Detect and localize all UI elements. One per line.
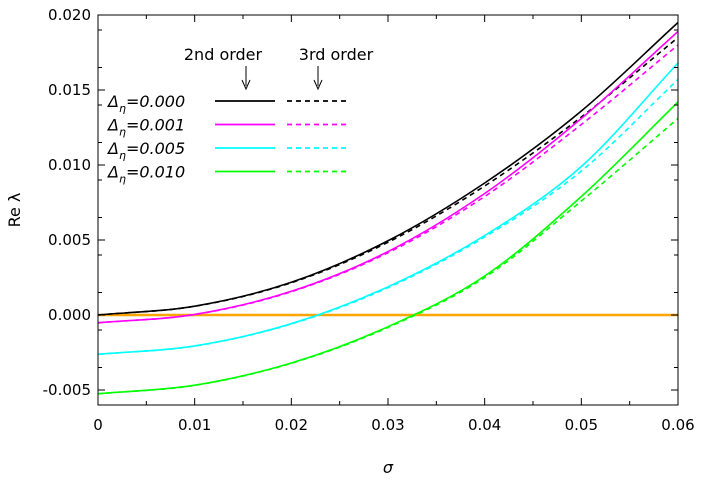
legend-value: =0.010 <box>126 163 185 182</box>
legend-label-2: Δη=0.005 <box>106 139 185 162</box>
series-0-second-order-line <box>97 21 679 316</box>
series-2-second-order-line <box>97 62 679 356</box>
y-tick-label: 0.000 <box>48 306 91 324</box>
x-tick-label: 0 <box>93 416 103 434</box>
legend-arrow-3rd-head <box>313 79 323 91</box>
legend-value: =0.001 <box>126 116 185 135</box>
y-tick-label: 0.010 <box>48 156 91 174</box>
legend-value: =0.000 <box>126 92 185 111</box>
y-axis-label: Re λ <box>5 193 24 228</box>
legend-delta-symbol: Δ <box>106 139 119 158</box>
x-tick-label: 0.02 <box>275 416 308 434</box>
legend-arrow-2nd-head <box>241 79 251 91</box>
x-tick-label: 0.03 <box>371 416 404 434</box>
legend-header-3rd-order: 3rd order <box>299 45 374 64</box>
legend: 2nd order 3rd orderΔη=0.000Δη=0.001Δη=0.0… <box>106 45 374 186</box>
series-3-second-order-line <box>97 101 679 395</box>
series-1-third-order-line <box>97 44 679 324</box>
legend-label-3: Δη=0.010 <box>106 163 185 186</box>
legend-value: =0.005 <box>126 139 185 158</box>
x-tick-label: 0.05 <box>565 416 598 434</box>
series-1-second-order-line <box>97 30 679 324</box>
legend-delta-symbol: Δ <box>106 92 119 111</box>
legend-label-0: Δη=0.000 <box>106 92 185 115</box>
series-0-third-order-line <box>97 36 679 316</box>
ticks-layer: 0 0.01 0.02 0.03 0.04 0.05 0.06 -0.005 0.000 0.00… <box>43 6 695 434</box>
legend-delta-symbol: Δ <box>106 116 119 135</box>
x-axis-label: σ <box>383 458 394 477</box>
legend-subscript: η <box>119 173 126 186</box>
series-3-third-order-line <box>97 117 679 395</box>
legend-subscript: η <box>119 149 126 162</box>
y-tick-label: -0.005 <box>43 381 91 399</box>
y-tick-label: 0.015 <box>48 81 91 99</box>
legend-label-1: Δη=0.001 <box>106 116 185 139</box>
y-tick-label: 0.005 <box>48 231 91 249</box>
legend-delta-symbol: Δ <box>106 163 119 182</box>
legend-subscript: η <box>119 102 126 115</box>
legend-header-2nd-order: 2nd order <box>184 45 263 64</box>
y-tick-label: 0.020 <box>48 6 91 24</box>
legend-subscript: η <box>119 126 126 139</box>
x-tick-label: 0.01 <box>178 416 211 434</box>
x-tick-label: 0.04 <box>468 416 501 434</box>
curves-layer <box>97 21 679 395</box>
x-tick-label: 0.06 <box>661 416 694 434</box>
